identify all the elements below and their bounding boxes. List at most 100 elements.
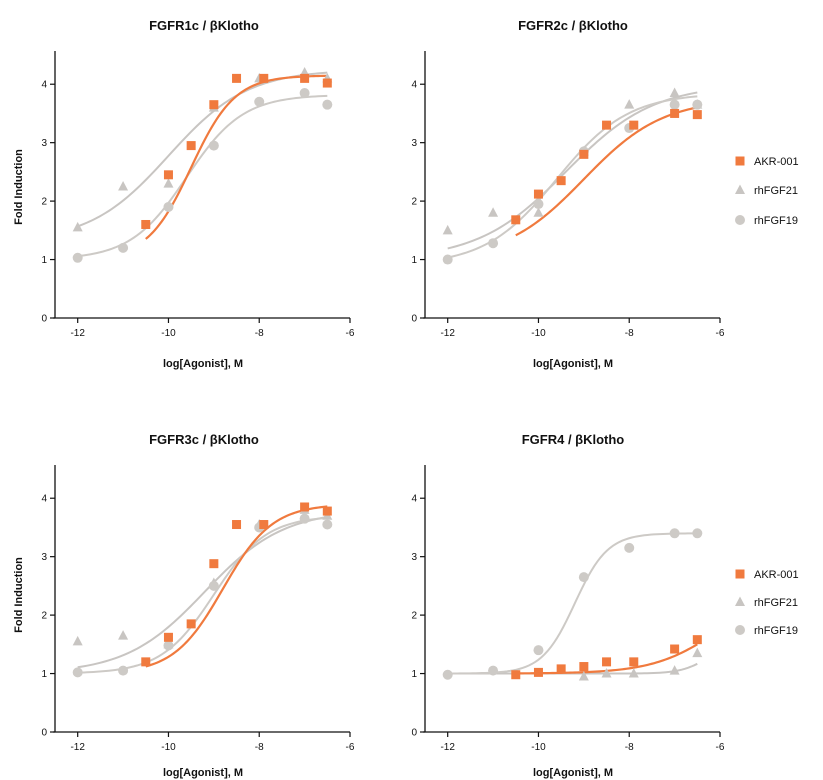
data-point-akr-001 [300, 73, 310, 83]
y-tick-label: 2 [411, 611, 417, 622]
fit-curves [447, 532, 698, 675]
data-point-akr-001 [511, 670, 521, 680]
fit-curve-akr-001 [515, 106, 698, 237]
x-tick-label: -10 [161, 328, 176, 339]
panel-title: FGFR2c / βKlotho [518, 18, 628, 33]
x-tick-label: -12 [70, 742, 85, 753]
data-point-akr-001 [141, 219, 151, 229]
data-point-akr-001 [692, 110, 702, 120]
y-tick-label: 3 [411, 552, 417, 563]
data-point-akr-001 [579, 149, 589, 159]
legend-label: rhFGF19 [754, 215, 798, 227]
data-point-akr-001 [629, 120, 639, 130]
y-tick-label: 1 [41, 669, 47, 680]
data-point-rhfgf19 [533, 645, 544, 656]
y-tick-label: 4 [411, 494, 417, 505]
data-point-akr-001 [533, 667, 543, 677]
data-point-rhfgf19 [322, 99, 333, 110]
data-point-rhfgf19 [488, 238, 499, 249]
data-point-akr-001 [322, 506, 332, 516]
y-tick-label: 0 [411, 314, 417, 325]
legend-item-rhfgf19: rhFGF19 [735, 215, 798, 227]
data-point-akr-001 [209, 100, 219, 110]
axes: 0 1 2 3 4 -12 -10 -8 -6 [411, 465, 725, 753]
data-point-akr-001 [629, 657, 639, 667]
y-tick-label: 1 [41, 255, 47, 266]
y-tick-label: 4 [41, 80, 47, 91]
legend-label: rhFGF21 [754, 185, 798, 197]
y-axis-label: Fold Induction [13, 149, 25, 225]
x-axis-label: log[Agonist], M [163, 767, 243, 779]
legend-symbol [735, 184, 745, 194]
data-point-akr-001 [232, 520, 242, 530]
data-point-rhfgf19 [488, 665, 499, 676]
fit-curve-rhfgf21 [77, 515, 328, 669]
fit-curve-rhfgf19 [447, 532, 698, 675]
legend-item-rhfgf19: rhFGF19 [735, 625, 798, 637]
data-point-akr-001 [533, 189, 543, 199]
y-tick-label: 1 [411, 255, 417, 266]
x-tick-label: -8 [255, 742, 264, 753]
x-tick-label: -8 [625, 328, 634, 339]
data-point-akr-001 [141, 657, 151, 667]
data-point-rhfgf21 [72, 221, 83, 232]
data-point-akr-001 [163, 632, 173, 642]
data-point-akr-001 [556, 176, 566, 186]
legend-marker-square [735, 156, 745, 166]
data-point-rhfgf21 [624, 99, 635, 109]
data-point-rhfgf21 [578, 670, 589, 681]
y-tick-label: 2 [41, 611, 47, 622]
fit-curve-rhfgf19 [447, 95, 698, 259]
data-point-akr-001 [322, 78, 332, 88]
data-point-rhfgf19 [72, 667, 83, 678]
legend-marker-circle [735, 215, 745, 225]
data-point-rhfgf21 [628, 668, 639, 678]
data-point-rhfgf21 [72, 635, 83, 646]
data-point-akr-001 [232, 73, 242, 83]
data-point-rhfgf19 [118, 665, 129, 676]
x-tick-label: -10 [161, 742, 176, 753]
legend-marker-square [735, 569, 745, 579]
legend-marker-circle [735, 625, 745, 635]
x-tick-label: -12 [440, 742, 455, 753]
data-point-rhfgf19 [299, 87, 310, 98]
y-tick-label: 0 [41, 728, 47, 739]
data-point-akr-001 [579, 662, 589, 672]
panel-fgfr1c: FGFR1c / βKlotho Fold Induction log[Agon… [13, 18, 355, 370]
panel-title: FGFR1c / βKlotho [149, 18, 259, 33]
data-point-rhfgf19 [254, 96, 265, 107]
fit-curves [77, 505, 328, 674]
data-point-rhfgf21 [601, 668, 612, 678]
x-axis-label: log[Agonist], M [533, 767, 613, 779]
y-tick-label: 3 [41, 552, 47, 563]
data-point-rhfgf19 [669, 99, 680, 110]
fit-curves [447, 91, 698, 259]
legend-marker-triangle [735, 184, 745, 194]
legend-label: rhFGF19 [754, 625, 798, 637]
data-points [72, 67, 333, 263]
fit-curve-rhfgf21 [447, 91, 698, 250]
data-point-rhfgf21 [669, 87, 680, 97]
y-tick-label: 3 [41, 138, 47, 149]
data-point-akr-001 [186, 619, 196, 629]
data-point-akr-001 [259, 73, 269, 83]
data-point-rhfgf19 [692, 99, 703, 110]
y-tick-label: 4 [41, 494, 47, 505]
data-point-akr-001 [163, 170, 173, 180]
legend-item-rhfgf21: rhFGF21 [735, 184, 798, 197]
y-tick-label: 0 [41, 314, 47, 325]
data-point-rhfgf19 [208, 580, 219, 591]
data-point-akr-001 [670, 108, 680, 118]
data-points [442, 528, 703, 681]
y-tick-label: 2 [411, 197, 417, 208]
legend-symbol [735, 569, 745, 579]
x-tick-label: -12 [70, 328, 85, 339]
x-tick-label: -6 [346, 328, 355, 339]
fit-curve-akr-001 [145, 74, 328, 240]
data-point-rhfgf21 [669, 665, 680, 675]
data-point-akr-001 [602, 120, 612, 130]
legend-symbol [735, 156, 745, 166]
data-point-akr-001 [692, 635, 702, 645]
data-point-rhfgf19 [669, 528, 680, 539]
fit-curves [77, 71, 328, 258]
